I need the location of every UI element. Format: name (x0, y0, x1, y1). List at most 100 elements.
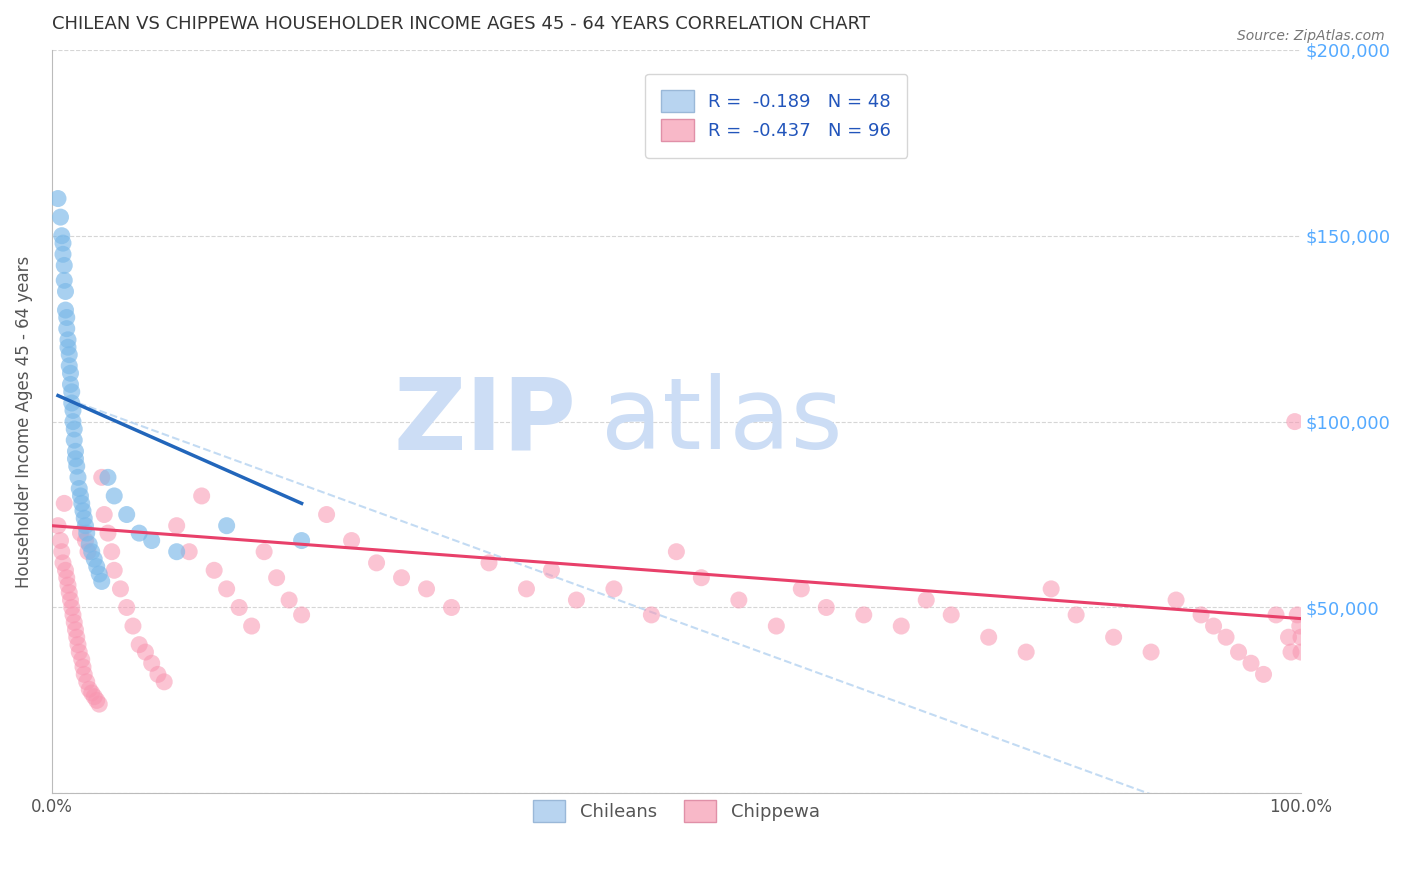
Point (76, 526, 98, 541)
Point (215, 582, 238, 596)
Point (67, 482, 90, 496)
Point (80, 545, 103, 559)
Text: atlas: atlas (602, 373, 844, 470)
Point (540, 563, 562, 577)
Point (1253, 667, 1275, 681)
Point (340, 533, 363, 548)
Point (1189, 607, 1212, 622)
Point (179, 545, 201, 559)
Point (253, 545, 276, 559)
Point (166, 518, 188, 533)
Point (690, 571, 713, 585)
Point (266, 571, 288, 585)
Point (55, 303, 77, 318)
Point (69, 489, 91, 503)
Point (55, 571, 77, 585)
Point (75, 518, 97, 533)
Point (977, 630, 1000, 644)
Point (46, 192, 69, 206)
Point (1102, 630, 1125, 644)
Point (115, 600, 138, 615)
Point (215, 518, 238, 533)
Point (1286, 607, 1309, 622)
Point (53, 273, 76, 287)
Point (59, 366, 82, 380)
Point (890, 619, 912, 633)
Point (66, 638, 89, 652)
Point (69, 526, 91, 541)
Point (65, 623, 87, 637)
Point (72, 504, 94, 518)
Point (49, 210, 72, 224)
Point (727, 593, 749, 607)
Point (72, 660, 94, 674)
Point (315, 508, 337, 522)
Point (75, 533, 97, 548)
Point (62, 403, 84, 417)
Point (1289, 645, 1312, 659)
Point (63, 615, 86, 630)
Point (83, 690, 105, 704)
Point (915, 593, 938, 607)
Point (90, 470, 112, 484)
Point (146, 667, 169, 681)
Point (141, 657, 163, 671)
Point (202, 563, 225, 577)
Point (66, 630, 89, 644)
Point (52, 556, 75, 570)
Point (765, 619, 787, 633)
Point (76, 674, 98, 689)
Point (122, 619, 145, 633)
Point (1015, 645, 1038, 659)
Point (1284, 415, 1306, 429)
Text: CHILEAN VS CHIPPEWA HOUSEHOLDER INCOME AGES 45 - 64 YEARS CORRELATION CHART: CHILEAN VS CHIPPEWA HOUSEHOLDER INCOME A… (52, 15, 870, 33)
Point (640, 607, 662, 622)
Point (128, 526, 150, 541)
Point (55, 310, 77, 325)
Point (190, 489, 212, 503)
Point (86, 693, 108, 707)
Point (665, 545, 688, 559)
Text: ZIP: ZIP (394, 373, 576, 470)
Point (65, 451, 87, 466)
Point (240, 619, 263, 633)
Point (366, 556, 388, 570)
Point (56, 578, 79, 592)
Point (55, 321, 77, 335)
Point (93, 508, 115, 522)
Point (415, 582, 437, 596)
Point (1240, 657, 1263, 671)
Point (65, 444, 87, 458)
Point (97, 526, 120, 541)
Point (60, 384, 83, 399)
Point (291, 533, 314, 548)
Point (83, 552, 105, 566)
Point (59, 593, 82, 607)
Point (1279, 645, 1302, 659)
Point (1227, 645, 1250, 659)
Point (58, 348, 80, 362)
Point (166, 545, 188, 559)
Point (77, 537, 100, 551)
Point (63, 422, 86, 436)
Point (1164, 593, 1187, 607)
Point (55, 563, 77, 577)
Point (77, 545, 100, 559)
Point (1202, 619, 1225, 633)
Point (73, 667, 96, 681)
Point (134, 645, 156, 659)
Point (815, 600, 838, 615)
Point (77, 682, 100, 697)
Point (790, 582, 813, 596)
Point (153, 674, 176, 689)
Point (1265, 607, 1288, 622)
Point (60, 396, 83, 410)
Point (51, 545, 73, 559)
Point (67, 645, 90, 659)
Point (565, 593, 588, 607)
Point (51, 228, 73, 243)
Point (70, 496, 93, 510)
Point (73, 511, 96, 525)
Point (110, 582, 132, 596)
Y-axis label: Householder Income Ages 45 - 64 years: Householder Income Ages 45 - 64 years (15, 255, 32, 588)
